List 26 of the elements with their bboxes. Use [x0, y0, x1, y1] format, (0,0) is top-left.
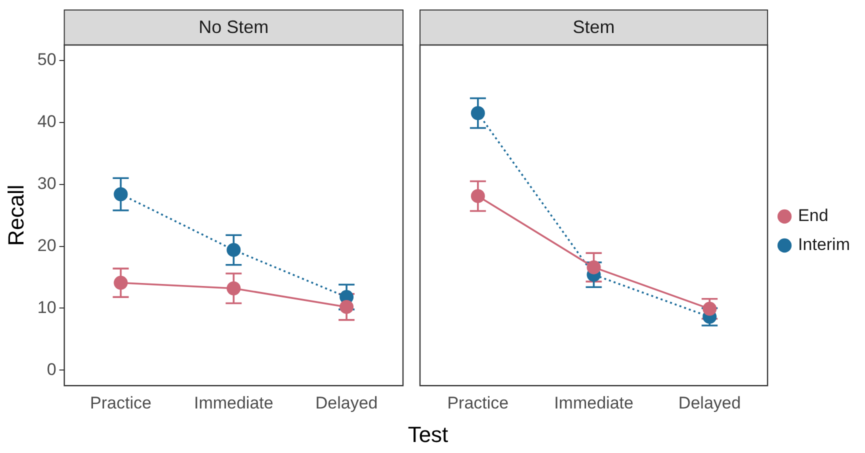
- y-tick-label: 0: [46, 360, 56, 379]
- legend-label: End: [798, 206, 828, 226]
- x-tick-label: Practice: [447, 393, 509, 412]
- y-tick-label: 10: [37, 298, 56, 317]
- legend-label: Interim: [798, 235, 850, 254]
- y-tick-label: 30: [37, 174, 56, 194]
- x-tick-label: Practice: [90, 393, 152, 412]
- chart-title: No Stem: [198, 16, 269, 37]
- point: [470, 106, 485, 120]
- x-tick-label: Delayed: [678, 393, 741, 412]
- x-tick-label: Immediate: [194, 393, 274, 412]
- y-axis-title: Recall: [3, 184, 28, 246]
- x-axis-title: Test: [406, 422, 450, 448]
- point: [114, 187, 128, 202]
- point: [470, 189, 485, 204]
- point: [226, 242, 241, 257]
- y-tick-label: 40: [37, 112, 56, 132]
- x-tick-label: Delayed: [315, 393, 378, 412]
- y-tick-label: 20: [37, 236, 56, 255]
- point: [226, 281, 241, 296]
- point: [114, 276, 128, 290]
- x-tick-label: Immediate: [554, 393, 634, 412]
- chart-title: Stem: [572, 16, 615, 37]
- point: [340, 300, 354, 314]
- y-tick-label: 50: [37, 50, 56, 70]
- point: [586, 260, 601, 274]
